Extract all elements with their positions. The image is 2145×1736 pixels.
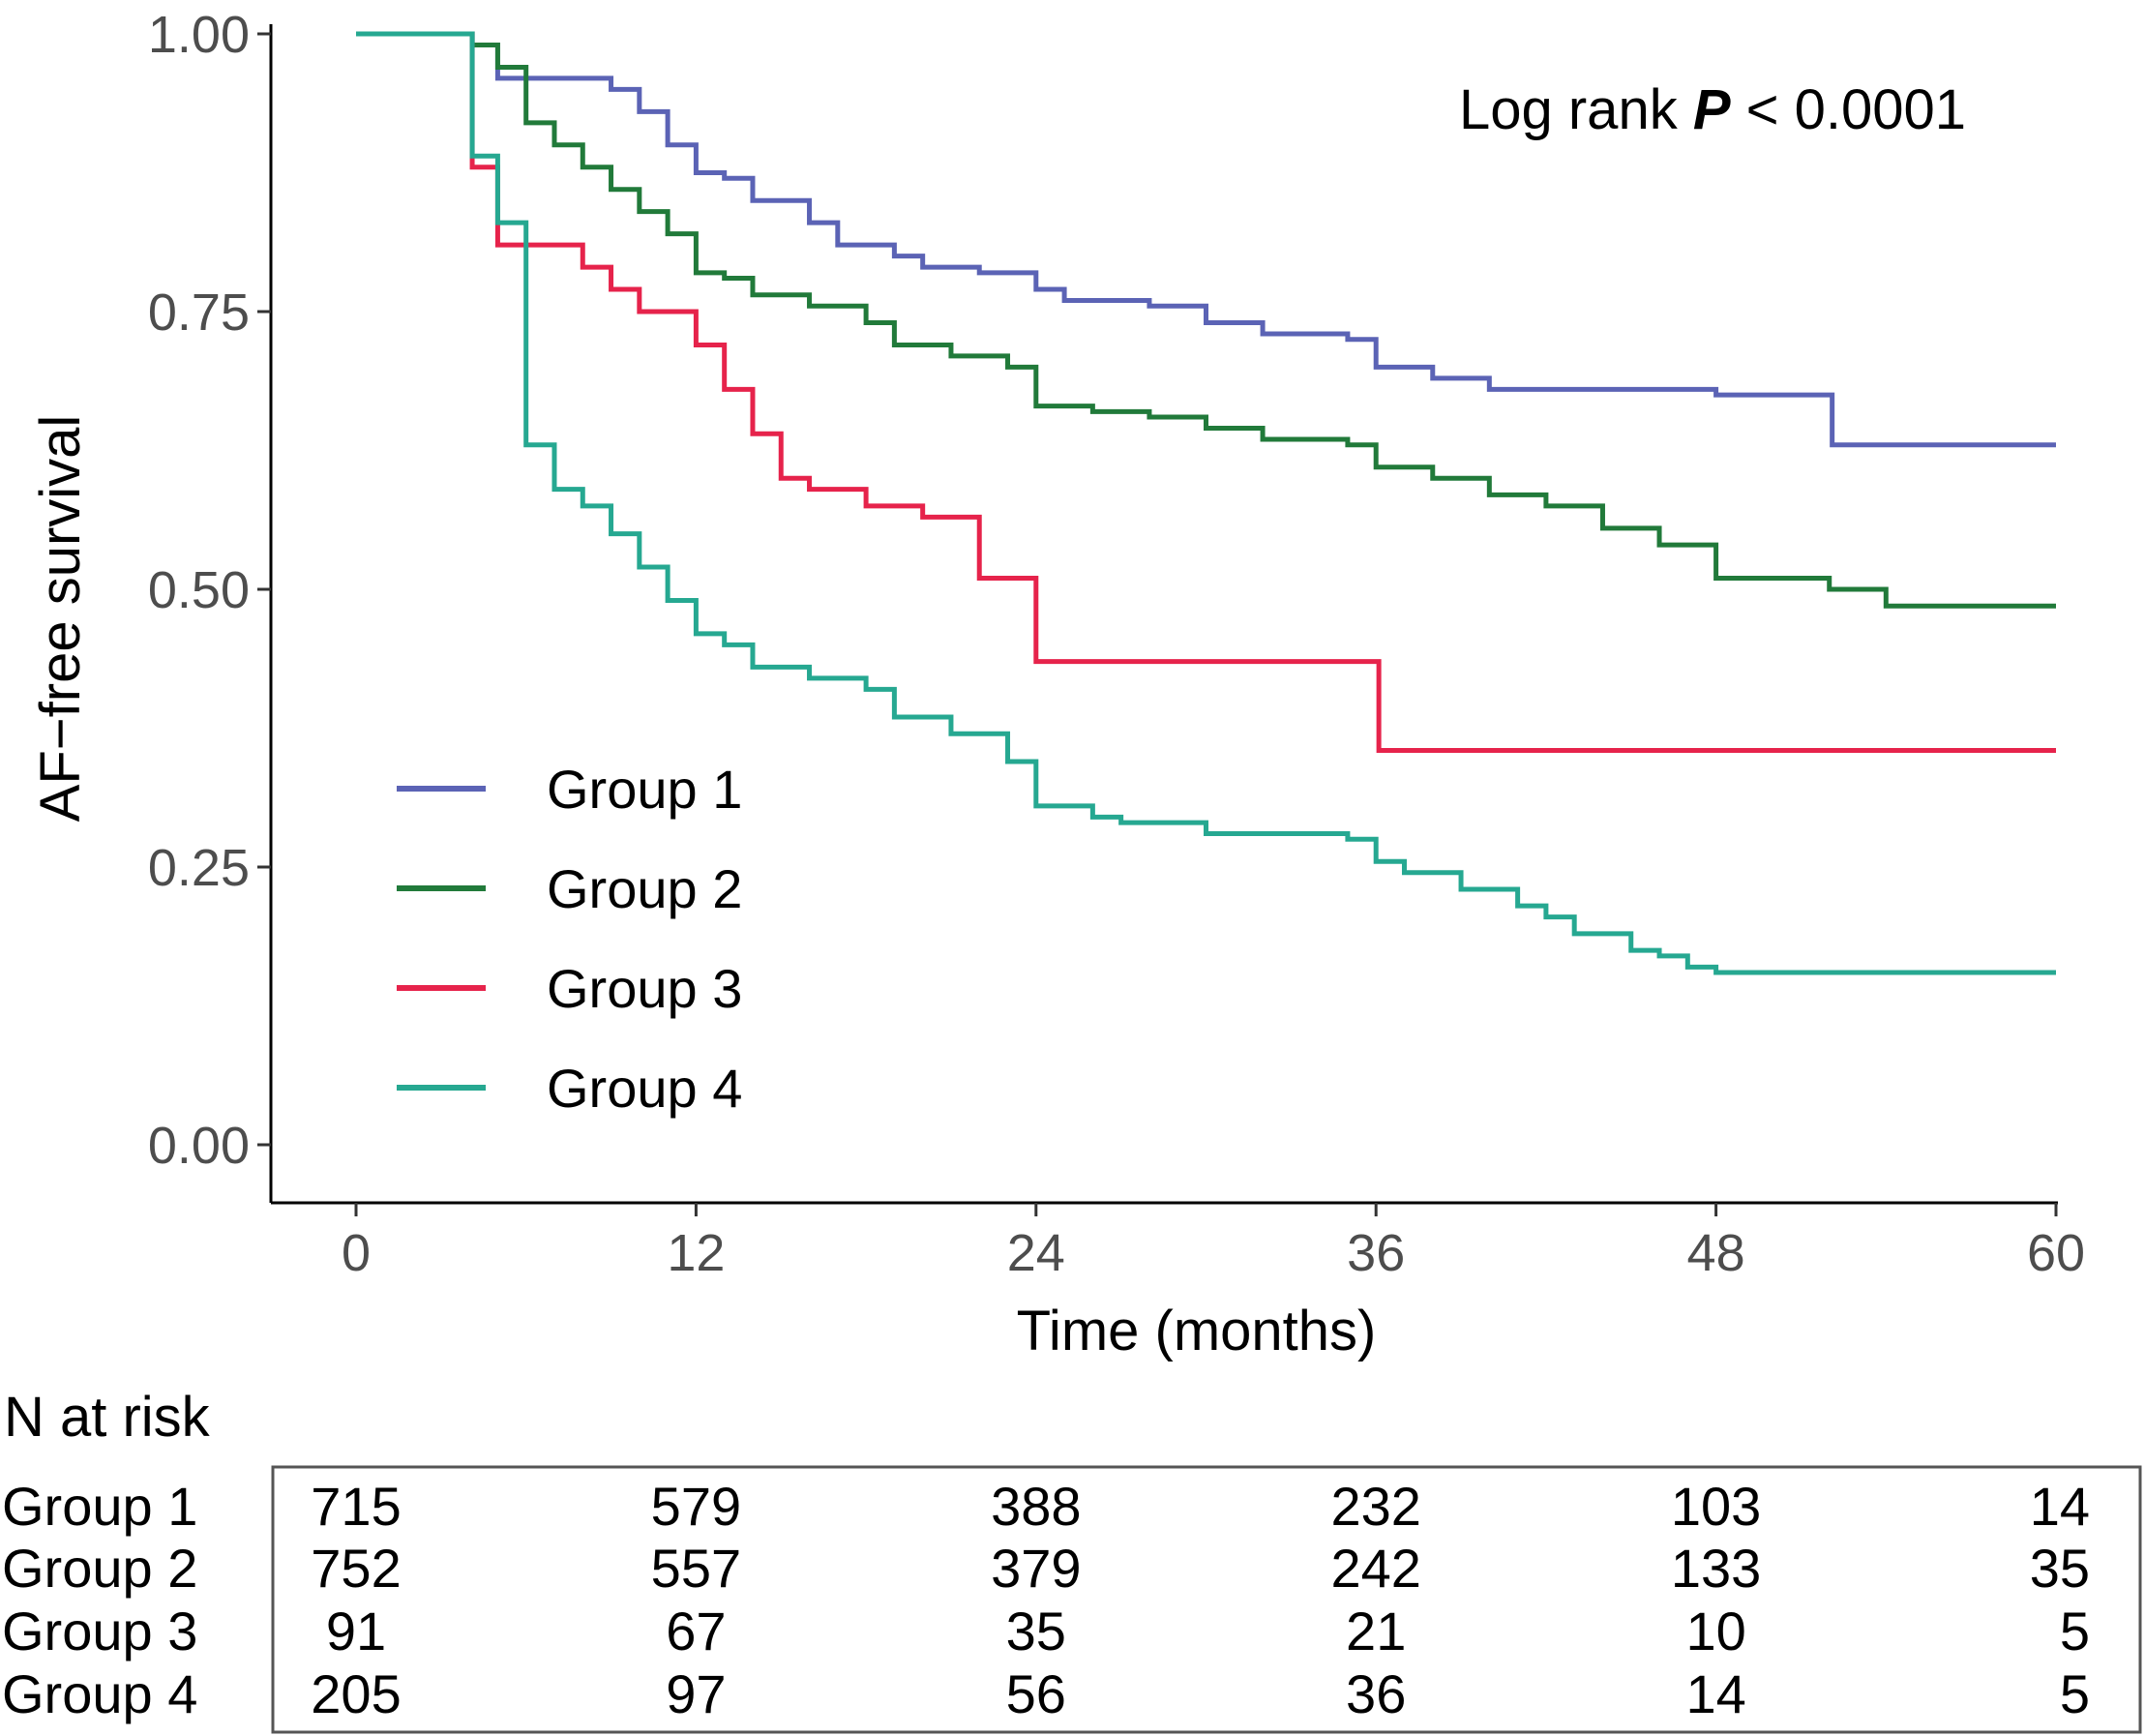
risk-cell: 97 xyxy=(666,1663,726,1724)
annotation-suffix: < 0.0001 xyxy=(1731,78,1967,141)
risk-cell: 5 xyxy=(2060,1601,2090,1661)
risk-table-frame xyxy=(271,1465,2142,1734)
risk-cell: 35 xyxy=(2030,1538,2090,1599)
axes: 0.00 0.25 0.50 0.75 1.00 0 12 24 36 48 60 xyxy=(148,6,2085,1282)
x-axis-title: Time (months) xyxy=(1017,1300,1377,1362)
y-tick-label: 0.00 xyxy=(148,1117,250,1175)
risk-cell: 103 xyxy=(1671,1476,1761,1537)
legend-label-3: Group 3 xyxy=(547,958,742,1019)
risk-row-label: Group 2 xyxy=(2,1538,197,1599)
risk-cell: 67 xyxy=(666,1601,726,1661)
risk-cell: 36 xyxy=(1346,1663,1406,1724)
risk-cell: 133 xyxy=(1671,1538,1761,1599)
survival-curve-3 xyxy=(356,31,2056,753)
risk-cell: 557 xyxy=(651,1538,741,1599)
risk-cell: 21 xyxy=(1346,1601,1406,1661)
annotation-p: P xyxy=(1693,78,1731,141)
risk-row-label: Group 1 xyxy=(2,1476,197,1537)
risk-cell: 715 xyxy=(311,1476,401,1537)
y-tick-label: 0.25 xyxy=(148,839,250,897)
survival-curve-2 xyxy=(356,31,2056,609)
risk-cell: 205 xyxy=(311,1663,401,1724)
legend: Group 1 Group 2 Group 3 Group 4 xyxy=(397,759,742,1119)
x-tick-label: 24 xyxy=(1007,1224,1065,1282)
survival-curve-1 xyxy=(356,31,2056,448)
risk-cell: 379 xyxy=(991,1538,1081,1599)
risk-row-label: Group 3 xyxy=(2,1601,197,1661)
risk-table: Group 1 715 579 388 232 103 14 Group 2 752 557 379… xyxy=(2,1465,2142,1734)
legend-label-2: Group 2 xyxy=(547,858,742,919)
risk-cell: 752 xyxy=(311,1538,401,1599)
annotation-prefix: Log rank xyxy=(1459,78,1693,141)
survival-curves xyxy=(356,31,2056,975)
x-tick-label: 0 xyxy=(342,1224,371,1282)
risk-cell: 14 xyxy=(2030,1476,2090,1537)
legend-label-1: Group 1 xyxy=(547,759,742,820)
risk-cell: 232 xyxy=(1330,1476,1420,1537)
risk-cell: 5 xyxy=(2060,1663,2090,1724)
y-tick-label: 1.00 xyxy=(148,6,250,64)
legend-label-4: Group 4 xyxy=(547,1058,742,1119)
x-tick-label: 60 xyxy=(2027,1224,2085,1282)
x-tick-label: 48 xyxy=(1687,1224,1745,1282)
x-tick-label: 12 xyxy=(667,1224,725,1282)
risk-cell: 35 xyxy=(1006,1601,1066,1661)
risk-cell: 242 xyxy=(1330,1538,1420,1599)
y-tick-label: 0.50 xyxy=(148,561,250,619)
risk-cell: 91 xyxy=(326,1601,386,1661)
risk-cell: 14 xyxy=(1685,1663,1745,1724)
y-axis-title: AF−free survival xyxy=(29,415,92,823)
survival-curve-4 xyxy=(356,31,2056,975)
risk-cell: 579 xyxy=(651,1476,741,1537)
x-tick-label: 36 xyxy=(1347,1224,1405,1282)
risk-table-title: N at risk xyxy=(4,1386,211,1449)
log-rank-annotation: Log rank P < 0.0001 xyxy=(1459,78,1966,141)
risk-cell: 10 xyxy=(1685,1601,1745,1661)
risk-cell: 388 xyxy=(991,1476,1081,1537)
risk-cell: 56 xyxy=(1006,1663,1066,1724)
risk-row-label: Group 4 xyxy=(2,1663,197,1724)
y-tick-label: 0.75 xyxy=(148,284,250,342)
